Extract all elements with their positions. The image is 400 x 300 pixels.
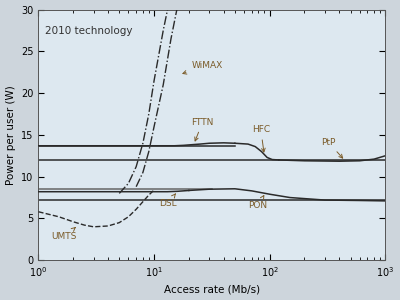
Y-axis label: Power per user (W): Power per user (W) xyxy=(6,85,16,185)
Text: UMTS: UMTS xyxy=(52,227,77,241)
Text: DSL: DSL xyxy=(159,194,176,208)
Text: PON: PON xyxy=(248,196,267,210)
Text: WiMAX: WiMAX xyxy=(183,61,222,74)
Text: PtP: PtP xyxy=(321,138,343,158)
Text: 2010 technology: 2010 technology xyxy=(46,26,133,36)
X-axis label: Access rate (Mb/s): Access rate (Mb/s) xyxy=(164,284,260,294)
Text: FTTN: FTTN xyxy=(191,118,214,141)
Text: HFC: HFC xyxy=(252,125,270,152)
